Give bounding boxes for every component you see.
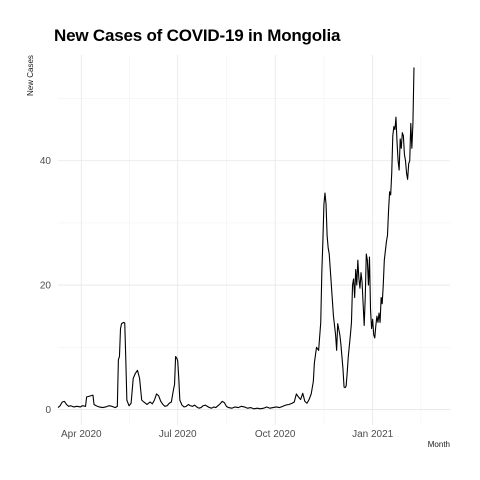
x-axis-ticks: Apr 2020 Jul 2020 Oct 2020 Jan 2021 bbox=[61, 429, 394, 440]
chart-title: New Cases of COVID-19 in Mongolia bbox=[54, 26, 341, 45]
x-tick-label: Jul 2020 bbox=[159, 429, 197, 440]
x-tick-label: Oct 2020 bbox=[255, 429, 296, 440]
grid-lines bbox=[58, 55, 450, 425]
y-tick-label: 0 bbox=[45, 405, 51, 416]
x-tick-label: Apr 2020 bbox=[61, 429, 102, 440]
series-line bbox=[57, 67, 415, 410]
x-axis-label: Month bbox=[427, 440, 450, 449]
y-tick-label: 40 bbox=[40, 156, 52, 167]
x-tick-label: Jan 2021 bbox=[352, 429, 394, 440]
y-axis-ticks: 0 20 40 bbox=[40, 156, 52, 416]
y-tick-label: 20 bbox=[40, 281, 52, 292]
